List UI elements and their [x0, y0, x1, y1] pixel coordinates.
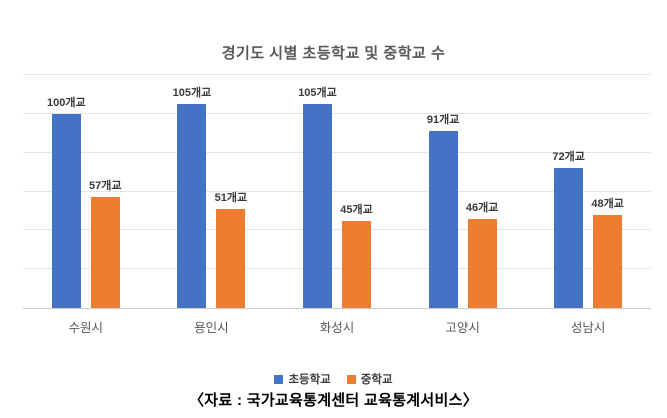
bar-middle: 45개교 — [340, 204, 373, 308]
bar-value-label: 57개교 — [89, 180, 122, 193]
chart-title: 경기도 시별 초등학교 및 중학교 수 — [221, 45, 446, 62]
bar-group: 72개교 48개교 — [525, 75, 651, 308]
bar-elementary: 100개교 — [47, 97, 86, 308]
x-axis-label: 성남시 — [570, 321, 606, 335]
legend-item-middle: 중학교 — [346, 371, 393, 387]
bar-value-label: 91개교 — [426, 114, 460, 127]
legend-label: 중학교 — [360, 374, 393, 386]
x-axis-label: 화성시 — [319, 321, 355, 335]
bar-elementary: 105개교 — [173, 87, 211, 308]
bar-value-label: 51개교 — [214, 191, 248, 204]
bar-elementary: 72개교 — [552, 151, 585, 308]
bar-elementary: 105개교 — [298, 87, 337, 308]
bar-value-label: 45개교 — [340, 203, 373, 216]
legend: 초등학교 중학교 — [0, 371, 667, 387]
bar-group: 105개교 45개교 — [274, 75, 400, 308]
bar-group: 105개교 51개교 — [149, 75, 275, 308]
bar-middle: 46개교 — [466, 202, 498, 308]
bar-group: 91개교 46개교 — [400, 75, 526, 308]
gridline — [23, 268, 651, 270]
legend-item-elementary: 초등학교 — [274, 371, 331, 387]
gridline — [23, 151, 651, 153]
x-axis-label: 용인시 — [194, 321, 229, 335]
gridline — [23, 229, 651, 231]
x-axis-label: 고양시 — [445, 321, 480, 335]
bar-middle: 57개교 — [89, 180, 122, 308]
bar-value-label: 72개교 — [552, 151, 585, 164]
bar-value-label: 100개교 — [47, 96, 86, 109]
legend-swatch-icon — [346, 374, 356, 384]
gridline — [23, 190, 651, 192]
bar-middle: 48개교 — [591, 198, 624, 308]
legend-label: 초등학교 — [288, 374, 331, 386]
source-caption: 〈자료 : 국가교육통계센터 교육통계서비스〉 — [189, 392, 478, 409]
bar-middle: 51개교 — [215, 192, 247, 308]
x-axis: 수원시 용인시 화성시 고양시 성남시 — [23, 317, 651, 336]
x-axis-label: 수원시 — [68, 321, 104, 335]
gridline — [23, 112, 651, 114]
bar-group: 100개교 57개교 — [23, 75, 149, 308]
bar-value-label: 48개교 — [591, 197, 624, 210]
bar-value-label: 46개교 — [465, 201, 499, 214]
bar-value-label: 105개교 — [172, 87, 212, 100]
legend-swatch-icon — [274, 374, 284, 384]
bar-value-label: 105개교 — [298, 87, 337, 100]
gridline — [23, 74, 651, 75]
plot-area: 100개교 57개교 105개교 51개교 105개교 45개교 91개교 46개교 72개교 4… — [23, 74, 651, 309]
bar-elementary: 91개교 — [427, 114, 459, 308]
